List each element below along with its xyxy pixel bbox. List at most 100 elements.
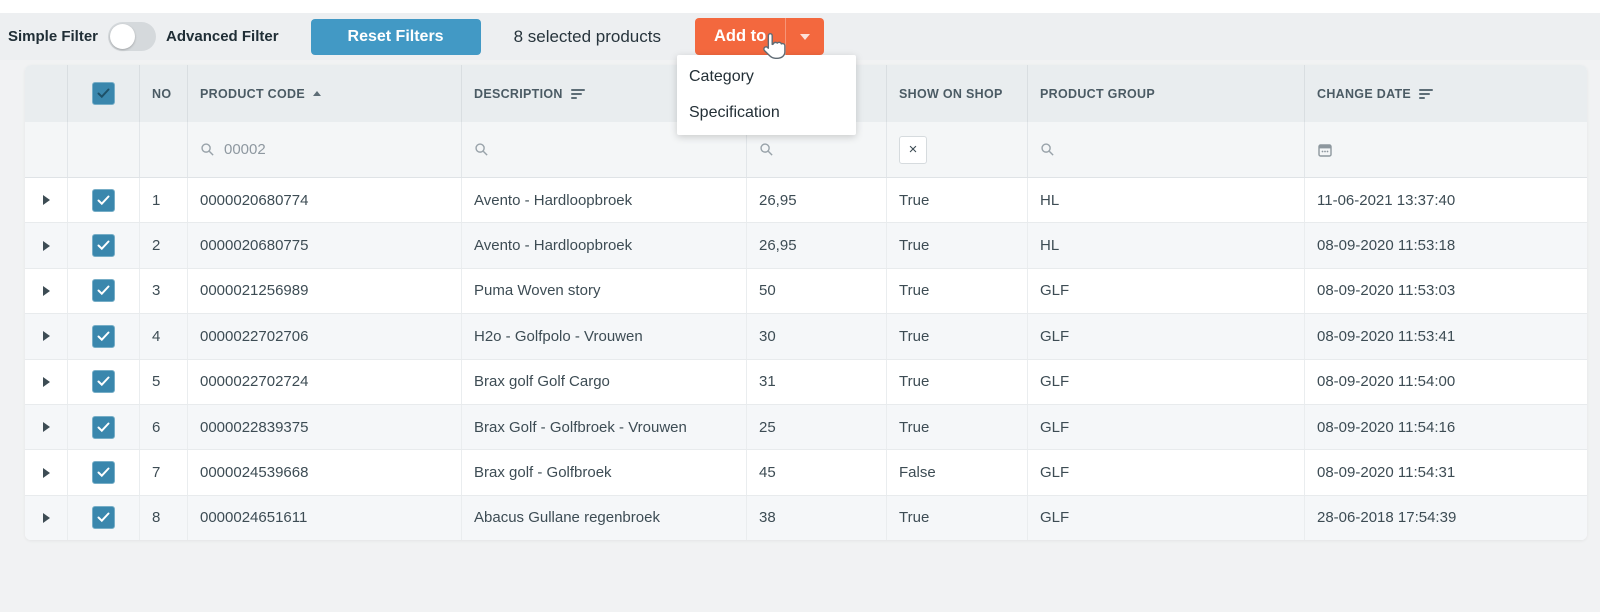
row-checkbox-cell[interactable] <box>68 178 140 223</box>
product-group-filter-input[interactable] <box>1062 140 1278 159</box>
row-checkbox-cell[interactable] <box>68 450 140 495</box>
cell-show-on-shop: True <box>887 268 1028 314</box>
cell-product-group: GLF <box>1028 450 1305 495</box>
cell-product-code: 0000024651611 <box>188 495 462 541</box>
row-checkbox[interactable] <box>92 415 115 439</box>
cell-price: 45 <box>747 450 887 495</box>
cell-price: 25 <box>747 404 887 450</box>
menu-item-category[interactable]: Category <box>689 68 754 85</box>
reset-filters-button[interactable]: Reset Filters <box>310 18 481 55</box>
filter-lines-icon <box>1419 88 1434 99</box>
menu-item-specification[interactable]: Specification <box>689 104 780 121</box>
column-header-change-date[interactable]: CHANGE DATE <box>1305 65 1587 122</box>
row-checkbox[interactable] <box>92 188 115 212</box>
row-checkbox-cell[interactable] <box>68 314 140 359</box>
expand-arrow-icon <box>42 422 50 433</box>
column-header-no[interactable]: NO <box>140 65 188 122</box>
cell-description: Brax golf Golf Cargo <box>462 359 747 404</box>
row-checkbox[interactable] <box>92 324 115 348</box>
cell-description: Brax Golf - Golfbroek - Vrouwen <box>462 404 747 450</box>
cell-product-group: HL <box>1028 223 1305 268</box>
cell-no: 6 <box>140 404 188 450</box>
cell-price: 38 <box>747 495 887 541</box>
table-row: 4 0000022702706 H2o - Golfpolo - Vrouwen… <box>25 314 1587 360</box>
expand-column-header <box>25 65 68 122</box>
row-expand-cell[interactable] <box>25 404 68 450</box>
row-checkbox[interactable] <box>92 279 115 303</box>
calendar-icon[interactable] <box>1317 142 1333 158</box>
row-expand-cell[interactable] <box>25 450 68 495</box>
products-table: NO PRODUCT CODE DESCRIPTION SHOW ON SHOP… <box>25 65 1587 541</box>
check-icon <box>97 331 110 341</box>
price-filter-input[interactable] <box>781 140 886 159</box>
cell-show-on-shop: True <box>887 495 1028 541</box>
check-icon <box>97 88 110 99</box>
table-row: 6 0000022839375 Brax Golf - Golfbroek - … <box>25 404 1587 451</box>
column-header-product-group[interactable]: PRODUCT GROUP <box>1028 65 1305 122</box>
cell-no: 5 <box>140 359 188 404</box>
expand-arrow-icon <box>42 195 50 206</box>
table-row: 1 0000020680774 Avento - Hardloopbroek 2… <box>25 178 1587 224</box>
row-expand-cell[interactable] <box>25 314 68 359</box>
cell-product-group: GLF <box>1028 314 1305 359</box>
cell-no: 1 <box>140 178 188 223</box>
row-checkbox-cell[interactable] <box>68 268 140 314</box>
row-expand-cell[interactable] <box>25 359 68 404</box>
cell-no: 3 <box>140 268 188 314</box>
top-strip <box>0 0 1600 13</box>
cell-show-on-shop: True <box>887 359 1028 404</box>
add-to-button[interactable]: Add to <box>713 27 767 45</box>
add-to-dropdown-menu: Category Specification <box>677 55 856 135</box>
row-checkbox-cell[interactable] <box>68 359 140 404</box>
column-label: CHANGE DATE <box>1317 86 1412 101</box>
column-header-product-code[interactable]: PRODUCT CODE <box>188 65 462 122</box>
clear-filter-button[interactable]: × <box>899 135 927 164</box>
select-all-checkbox[interactable] <box>92 82 115 105</box>
add-to-split-button[interactable]: Add to <box>694 18 825 55</box>
check-icon <box>97 467 110 478</box>
cell-product-code: 0000022702724 <box>188 359 462 404</box>
filter-cell-expand <box>25 122 68 177</box>
cell-description: Puma Woven story <box>462 268 747 314</box>
product-code-filter-input[interactable] <box>222 140 435 159</box>
description-filter-input[interactable] <box>496 140 718 159</box>
column-label: NO <box>152 86 172 101</box>
cell-show-on-shop: False <box>887 450 1028 495</box>
expand-arrow-icon <box>42 331 50 342</box>
row-checkbox-cell[interactable] <box>68 404 140 450</box>
row-checkbox[interactable] <box>92 506 115 530</box>
table-row: 7 0000024539668 Brax golf - Golfbroek 45… <box>25 450 1587 496</box>
cell-description: Avento - Hardloopbroek <box>462 223 747 268</box>
filter-cell-no <box>140 122 188 177</box>
row-expand-cell[interactable] <box>25 268 68 314</box>
cell-show-on-shop: True <box>887 314 1028 359</box>
filter-cell-description <box>462 122 747 177</box>
cell-product-code: 0000022702706 <box>188 314 462 359</box>
filter-cell-change-date <box>1305 122 1587 177</box>
filter-lines-icon <box>570 88 585 99</box>
advanced-filter-label: Advanced Filter <box>166 28 279 45</box>
column-header-price[interactable] <box>747 65 887 122</box>
row-checkbox-cell[interactable] <box>68 223 140 268</box>
row-checkbox[interactable] <box>92 461 115 485</box>
column-header-show-on-shop[interactable]: SHOW ON SHOP <box>887 65 1028 122</box>
row-expand-cell[interactable] <box>25 223 68 268</box>
table-row: 2 0000020680775 Avento - Hardloopbroek 2… <box>25 223 1587 269</box>
filter-mode-toggle[interactable] <box>108 22 157 51</box>
cell-show-on-shop: True <box>887 178 1028 223</box>
row-checkbox[interactable] <box>92 370 115 394</box>
cell-product-group: GLF <box>1028 404 1305 450</box>
add-to-dropdown-toggle[interactable] <box>785 18 824 55</box>
cell-change-date: 08-09-2020 11:54:31 <box>1317 464 1456 482</box>
row-expand-cell[interactable] <box>25 495 68 541</box>
row-checkbox-cell[interactable] <box>68 495 140 541</box>
row-checkbox[interactable] <box>92 234 115 258</box>
cell-price: 50 <box>747 268 887 314</box>
row-expand-cell[interactable] <box>25 178 68 223</box>
table-row: 5 0000022702724 Brax golf Golf Cargo 31 … <box>25 359 1587 405</box>
cell-change-date: 08-09-2020 11:54:00 <box>1317 373 1456 391</box>
check-icon <box>97 285 110 296</box>
cell-product-code: 0000020680774 <box>188 178 462 223</box>
column-label: SHOW ON SHOP <box>899 86 1003 101</box>
